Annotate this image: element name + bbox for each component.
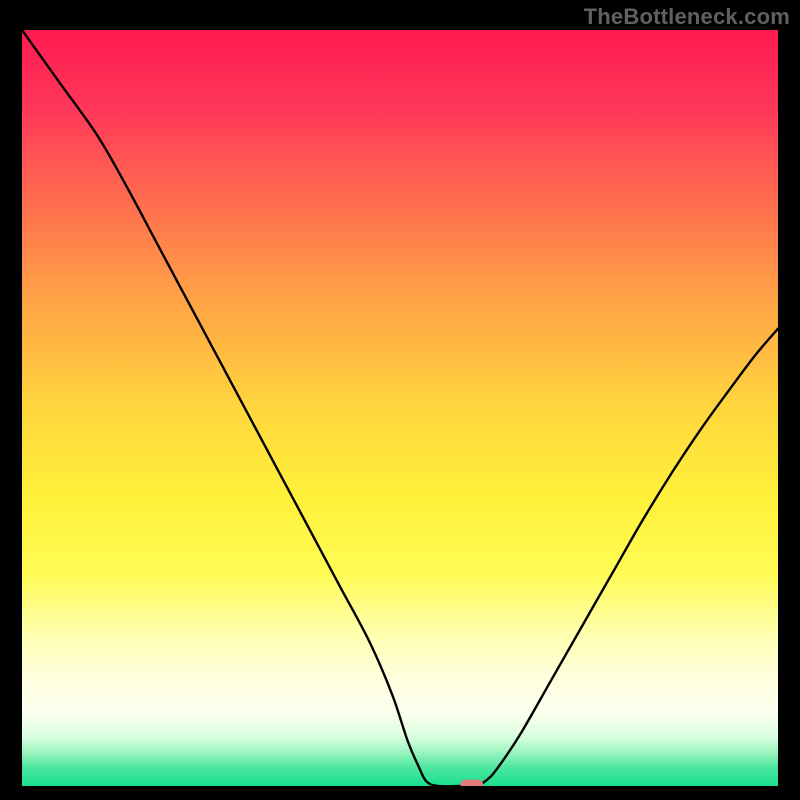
watermark-text: TheBottleneck.com [584, 4, 790, 30]
plot-area [22, 30, 778, 786]
chart-frame: TheBottleneck.com [0, 0, 800, 800]
bottleneck-chart-svg [22, 30, 778, 786]
gradient-background [22, 30, 778, 786]
optimal-marker [460, 780, 483, 786]
